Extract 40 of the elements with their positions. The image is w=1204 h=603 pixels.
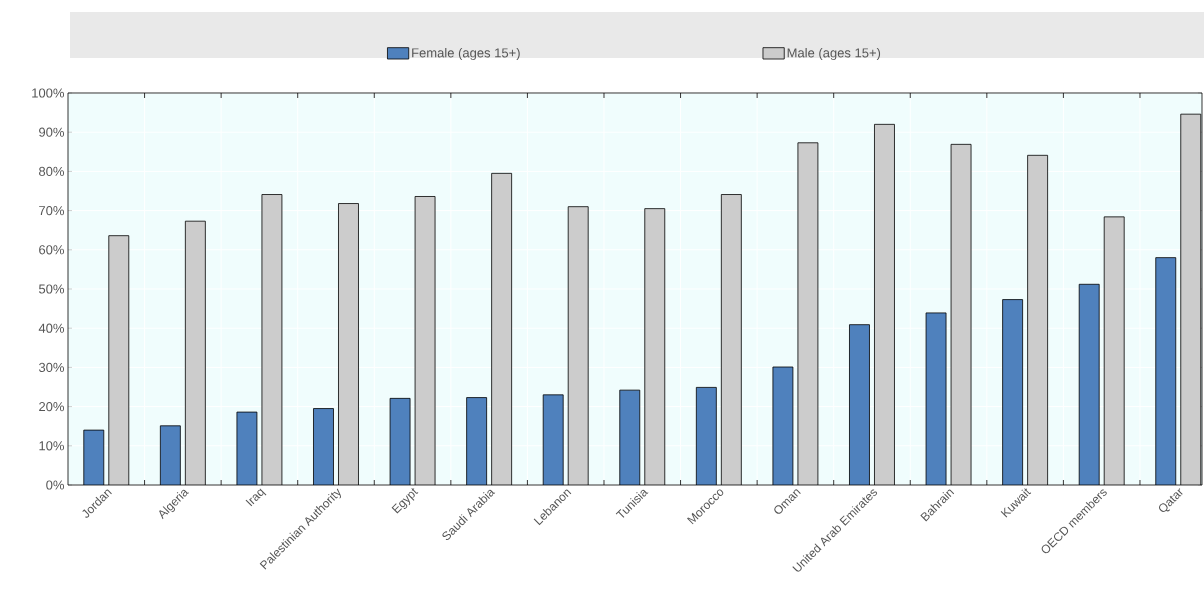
bar (491, 172, 513, 485)
y-tick-label: 50% (38, 284, 65, 294)
bar (1027, 154, 1049, 485)
bar (1155, 257, 1177, 485)
bar (950, 143, 972, 485)
y-tick-label: 30% (38, 362, 65, 372)
bar (414, 196, 436, 485)
bar (1002, 299, 1024, 485)
bar (159, 425, 181, 485)
bar (83, 429, 105, 485)
bar (466, 397, 488, 485)
bar (695, 386, 717, 485)
bar (338, 203, 359, 485)
legend-label: Male (ages 15+) (787, 47, 881, 61)
bar (874, 123, 895, 485)
y-tick-label: 90% (39, 127, 65, 137)
y-tick-label: 40% (38, 323, 65, 333)
y-tick-label: 20% (39, 402, 65, 412)
legend-label: Female (ages 15+) (412, 47, 520, 61)
bar (313, 408, 334, 485)
bar (184, 220, 206, 485)
bar (1103, 216, 1125, 485)
bar (261, 194, 283, 485)
bar (849, 324, 870, 485)
bar (1078, 283, 1100, 485)
y-tick-label: 70% (39, 205, 65, 216)
bar (542, 394, 564, 485)
y-tick-label: 10% (39, 441, 65, 451)
bar (108, 235, 130, 485)
bar (1180, 113, 1202, 485)
y-tick-label: 60% (39, 245, 65, 255)
bar (619, 389, 641, 485)
bar (567, 206, 589, 485)
bar (644, 208, 666, 485)
y-tick-label: 0% (46, 480, 65, 490)
y-tick-label: 100% (32, 88, 65, 98)
y-tick-label: 80% (39, 166, 65, 176)
bar (720, 194, 742, 485)
x-tick-label: Iraq (245, 488, 267, 507)
bar (797, 142, 819, 485)
